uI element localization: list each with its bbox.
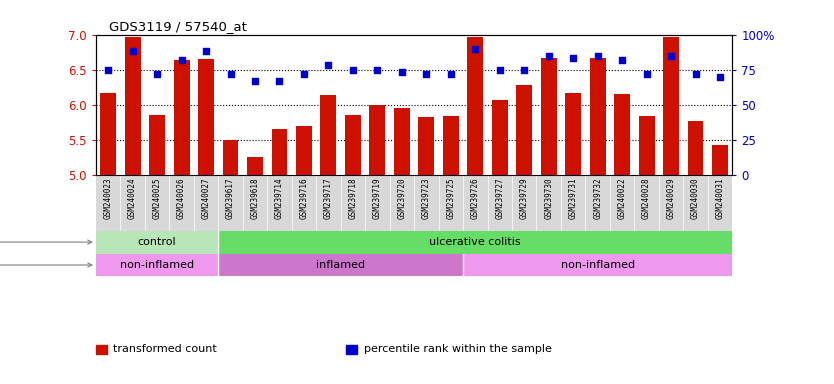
Text: GSM240028: GSM240028 <box>642 177 651 219</box>
Point <box>542 53 555 59</box>
Bar <box>223 140 239 175</box>
Bar <box>467 36 483 175</box>
Text: ulcerative colitis: ulcerative colitis <box>430 237 521 247</box>
Bar <box>272 129 288 175</box>
Text: control: control <box>138 237 177 247</box>
Bar <box>219 231 732 253</box>
Text: GSM239731: GSM239731 <box>569 177 578 219</box>
Bar <box>320 96 336 175</box>
Text: GSM240031: GSM240031 <box>716 177 725 219</box>
Point <box>591 53 605 59</box>
Bar <box>96 231 219 253</box>
Bar <box>247 157 263 175</box>
Point <box>615 57 629 63</box>
Point <box>297 71 310 77</box>
Text: GSM239726: GSM239726 <box>470 177 480 219</box>
Text: GSM240027: GSM240027 <box>202 177 210 219</box>
Text: GSM240029: GSM240029 <box>666 177 676 219</box>
Text: GSM240025: GSM240025 <box>153 177 162 219</box>
Point <box>346 66 359 73</box>
Bar <box>712 145 728 175</box>
Point <box>689 71 702 77</box>
Bar <box>687 121 704 175</box>
Text: GSM239725: GSM239725 <box>446 177 455 219</box>
Bar <box>149 115 165 175</box>
Point <box>102 66 115 73</box>
Bar <box>614 94 630 175</box>
Bar <box>540 58 556 175</box>
Bar <box>639 116 655 175</box>
Bar <box>100 93 116 175</box>
Bar <box>198 59 214 175</box>
Text: disease state: disease state <box>0 237 92 247</box>
Text: transformed count: transformed count <box>113 344 217 354</box>
Text: GSM240022: GSM240022 <box>618 177 626 219</box>
Text: GSM240023: GSM240023 <box>103 177 113 219</box>
Point <box>224 71 237 77</box>
Bar <box>394 108 409 175</box>
Point <box>150 71 163 77</box>
Bar <box>663 36 679 175</box>
Point <box>420 71 433 77</box>
Bar <box>96 253 219 276</box>
Point <box>665 53 678 59</box>
Text: specimen: specimen <box>0 260 92 270</box>
Text: GSM239720: GSM239720 <box>397 177 406 219</box>
Bar <box>124 36 141 175</box>
Text: GSM239727: GSM239727 <box>495 177 505 219</box>
Text: GSM239729: GSM239729 <box>520 177 529 219</box>
Text: percentile rank within the sample: percentile rank within the sample <box>364 344 551 354</box>
Bar <box>345 115 361 175</box>
Bar <box>219 253 463 276</box>
Point <box>469 45 482 51</box>
Bar <box>590 58 605 175</box>
Point <box>640 71 653 77</box>
Text: inflamed: inflamed <box>316 260 365 270</box>
Point <box>370 66 384 73</box>
Point <box>249 78 262 84</box>
Text: GSM239723: GSM239723 <box>422 177 431 219</box>
Text: GSM239732: GSM239732 <box>593 177 602 219</box>
Bar <box>443 116 459 175</box>
Text: GSM240030: GSM240030 <box>691 177 700 219</box>
Bar <box>369 104 385 175</box>
Text: GSM239718: GSM239718 <box>349 177 358 219</box>
Point <box>273 78 286 84</box>
Point <box>395 69 409 75</box>
Point <box>445 71 458 77</box>
Text: GSM239719: GSM239719 <box>373 177 382 219</box>
Text: GSM239717: GSM239717 <box>324 177 333 219</box>
Text: GSM240024: GSM240024 <box>128 177 137 219</box>
Text: GSM239617: GSM239617 <box>226 177 235 219</box>
Point <box>493 66 506 73</box>
Point <box>518 66 531 73</box>
Bar <box>492 100 508 175</box>
Point <box>126 48 139 55</box>
Point <box>175 57 188 63</box>
Text: GSM239730: GSM239730 <box>545 177 553 219</box>
Point <box>713 73 726 79</box>
Point <box>322 62 335 68</box>
Bar <box>565 93 581 175</box>
Text: GSM239716: GSM239716 <box>299 177 309 219</box>
Point <box>199 48 213 55</box>
Point <box>566 55 580 61</box>
Bar <box>419 117 435 175</box>
Text: GSM239618: GSM239618 <box>250 177 259 219</box>
Text: GSM240026: GSM240026 <box>177 177 186 219</box>
Bar <box>516 85 532 175</box>
Bar <box>173 60 189 175</box>
Text: GDS3119 / 57540_at: GDS3119 / 57540_at <box>108 20 247 33</box>
Text: non-inflamed: non-inflamed <box>560 260 635 270</box>
Text: non-inflamed: non-inflamed <box>120 260 194 270</box>
Bar <box>463 253 732 276</box>
Text: GSM239714: GSM239714 <box>275 177 284 219</box>
Bar <box>296 126 312 175</box>
